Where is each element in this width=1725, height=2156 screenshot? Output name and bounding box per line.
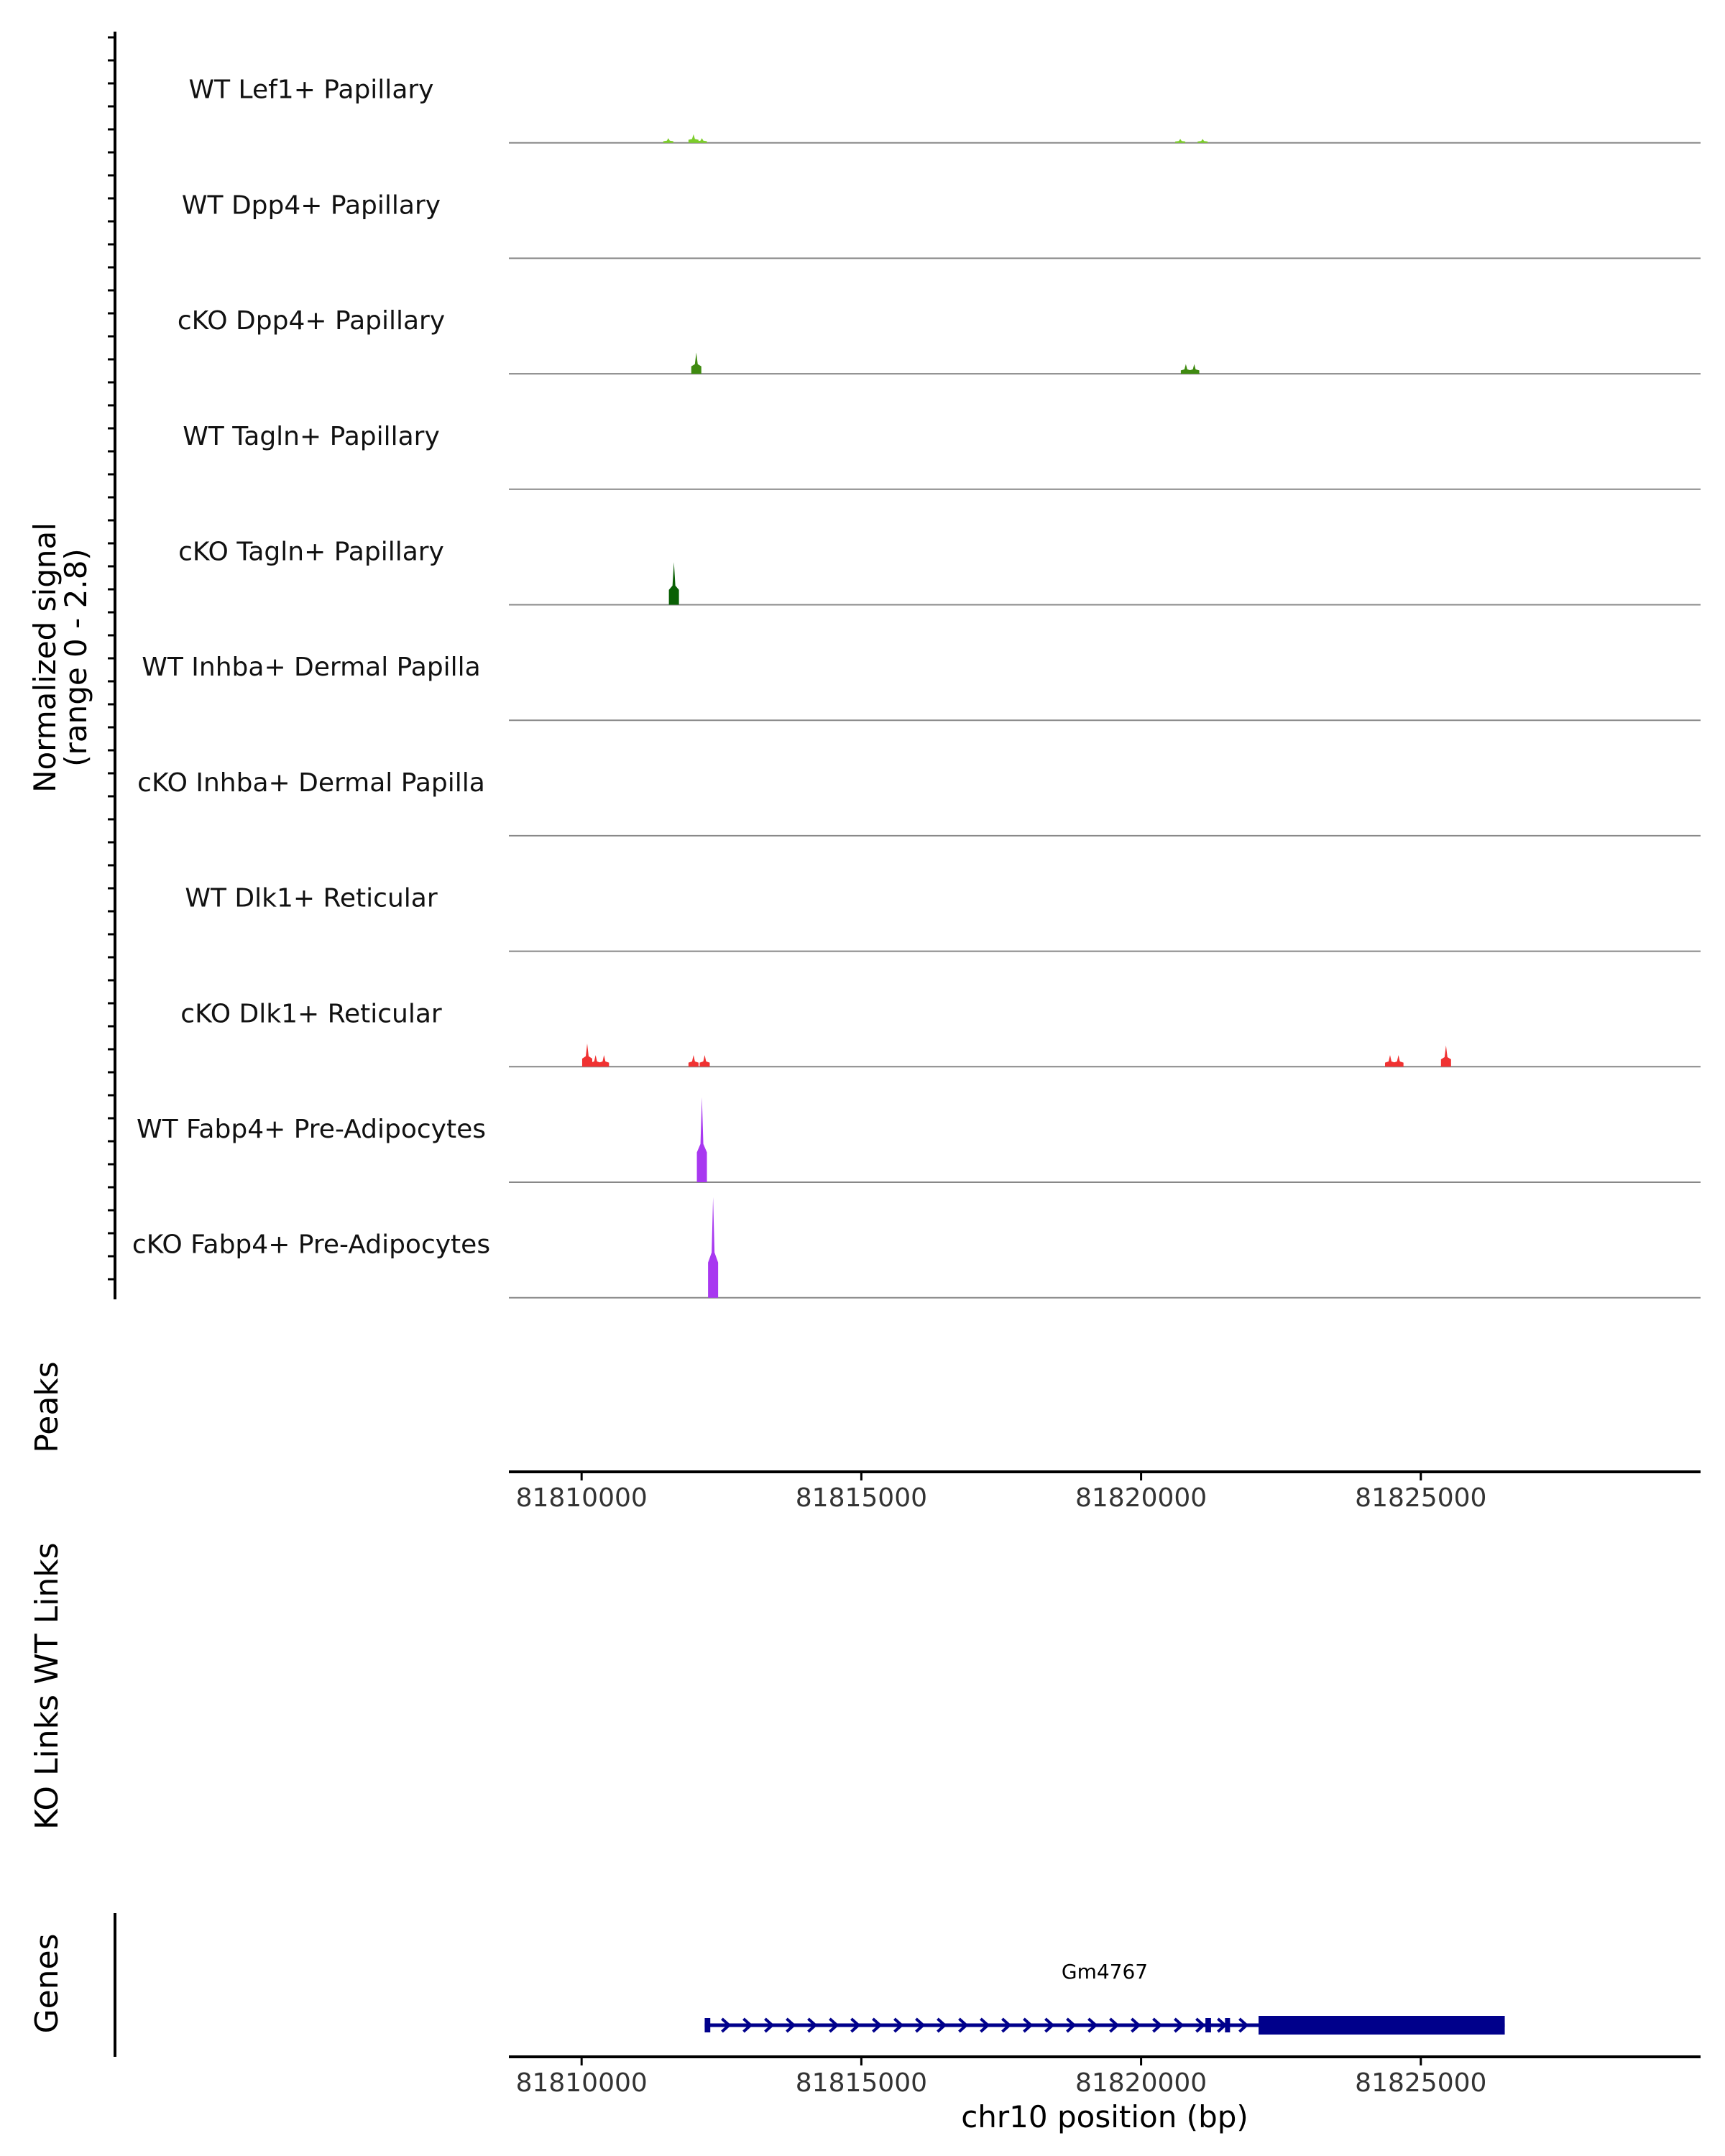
- coverage-track: WT Fabp4+ Pre-Adipocytes: [137, 1097, 1701, 1183]
- strand-arrow: [872, 2017, 883, 2033]
- strand-arrow: [1023, 2017, 1034, 2033]
- strand-arrow: [1109, 2017, 1120, 2033]
- track-label: WT Lef1+ Papillary: [189, 75, 434, 105]
- signal-peak: [1180, 364, 1191, 374]
- strand-arrow: [980, 2017, 990, 2033]
- track-label: WT Dpp4+ Papillary: [182, 190, 441, 220]
- gene-exon: [704, 2018, 711, 2032]
- peaks-x-axis-tick-label: 81815000: [796, 1483, 927, 1513]
- coverage-track: WT Inhba+ Dermal Papilla: [142, 653, 1701, 722]
- gene-name-label: Gm4767: [1062, 1960, 1148, 1984]
- track-label: WT Fabp4+ Pre-Adipocytes: [137, 1115, 486, 1144]
- signal-peak: [688, 134, 699, 143]
- signal-peak: [688, 1055, 699, 1067]
- strand-arrow: [807, 2017, 818, 2033]
- strand-arrow: [829, 2017, 840, 2033]
- strand-arrow: [786, 2017, 796, 2033]
- strand-arrow: [1001, 2017, 1012, 2033]
- gene-exon: [1225, 2018, 1230, 2032]
- coverage-track: cKO Tagln+ Papillary: [178, 538, 1701, 606]
- signal-peak: [668, 562, 679, 605]
- signal-peak: [663, 138, 673, 143]
- strand-arrow: [1195, 2017, 1206, 2033]
- track-label: WT Inhba+ Dermal Papilla: [142, 653, 480, 682]
- signal-peak: [696, 138, 707, 143]
- strand-arrow: [742, 2017, 753, 2033]
- peaks-x-axis-tick-label: 81810000: [516, 1483, 648, 1513]
- strand-arrow: [1238, 2017, 1249, 2033]
- peaks-x-axis-tick-label: 81820000: [1075, 1483, 1207, 1513]
- strand-arrow: [850, 2017, 861, 2033]
- strand-arrow: [1066, 2017, 1077, 2033]
- strand-arrow: [721, 2017, 732, 2033]
- signal-peak: [1440, 1045, 1451, 1067]
- coverage-track: cKO Inhba+ Dermal Papilla: [137, 768, 1701, 837]
- ko-links-label: KO Links: [29, 1695, 65, 1830]
- strand-arrow: [764, 2017, 775, 2033]
- gene-model: Gm4767: [704, 1960, 1505, 2035]
- genes-x-axis-tick-label: 81820000: [1075, 2068, 1207, 2098]
- signal-peak: [599, 1055, 610, 1067]
- signal-peak: [1189, 364, 1200, 374]
- track-label: WT Tagln+ Papillary: [183, 422, 440, 451]
- peaks-label: Peaks: [29, 1361, 65, 1452]
- coverage-track: WT Tagln+ Papillary: [183, 422, 1701, 490]
- signal-peak: [1197, 139, 1208, 143]
- gene-exon: [1205, 2018, 1211, 2032]
- genes-x-axis-tick-label: 81810000: [516, 2068, 648, 2098]
- y-axis-label-line1: Normalized signal: [27, 522, 63, 793]
- signal-peak: [696, 1097, 707, 1182]
- strand-arrow: [1131, 2017, 1141, 2033]
- signal-peak: [708, 1197, 719, 1298]
- track-label: cKO Dpp4+ Papillary: [178, 306, 445, 336]
- signal-peak: [1384, 1055, 1395, 1067]
- strand-arrow: [915, 2017, 926, 2033]
- signal-peak: [581, 1044, 592, 1067]
- gene-exon: [1259, 2016, 1505, 2035]
- strand-arrow: [1087, 2017, 1098, 2033]
- coverage-track: cKO Dpp4+ Papillary: [178, 306, 1701, 375]
- track-label: cKO Dlk1+ Reticular: [180, 999, 442, 1028]
- strand-arrow: [958, 2017, 969, 2033]
- strand-arrow: [1044, 2017, 1055, 2033]
- signal-peak: [1393, 1055, 1404, 1067]
- strand-arrow: [937, 2017, 947, 2033]
- coverage-track: WT Dlk1+ Reticular: [185, 884, 1701, 952]
- signal-peak: [1175, 139, 1186, 143]
- track-label: cKO Tagln+ Papillary: [178, 538, 444, 567]
- signal-peak: [590, 1055, 601, 1067]
- signal-peak: [699, 1055, 710, 1067]
- genes-label: Genes: [29, 1933, 65, 2033]
- coverage-track: cKO Fabp4+ Pre-Adipocytes: [132, 1197, 1701, 1299]
- coverage-track: WT Lef1+ Papillary: [189, 75, 1701, 144]
- genes-x-axis-tick-label: 81815000: [796, 2068, 927, 2098]
- track-label: cKO Fabp4+ Pre-Adipocytes: [132, 1230, 490, 1260]
- strand-arrow: [893, 2017, 904, 2033]
- strand-arrow: [1152, 2017, 1163, 2033]
- wt-links-label: WT Links: [29, 1542, 65, 1684]
- track-label: WT Dlk1+ Reticular: [185, 884, 437, 913]
- coverage-track: WT Dpp4+ Papillary: [182, 190, 1701, 259]
- signal-peak: [691, 352, 702, 374]
- genes-x-axis-tick-label: 81825000: [1355, 2068, 1486, 2098]
- strand-arrow: [1174, 2017, 1184, 2033]
- track-label: cKO Inhba+ Dermal Papilla: [137, 768, 485, 798]
- peaks-x-axis-tick-label: 81825000: [1355, 1483, 1486, 1513]
- x-axis-title: chr10 position (bp): [961, 2099, 1248, 2134]
- coverage-track: cKO Dlk1+ Reticular: [180, 999, 1701, 1068]
- y-axis-label-line2: (range 0 - 2.8): [58, 548, 93, 767]
